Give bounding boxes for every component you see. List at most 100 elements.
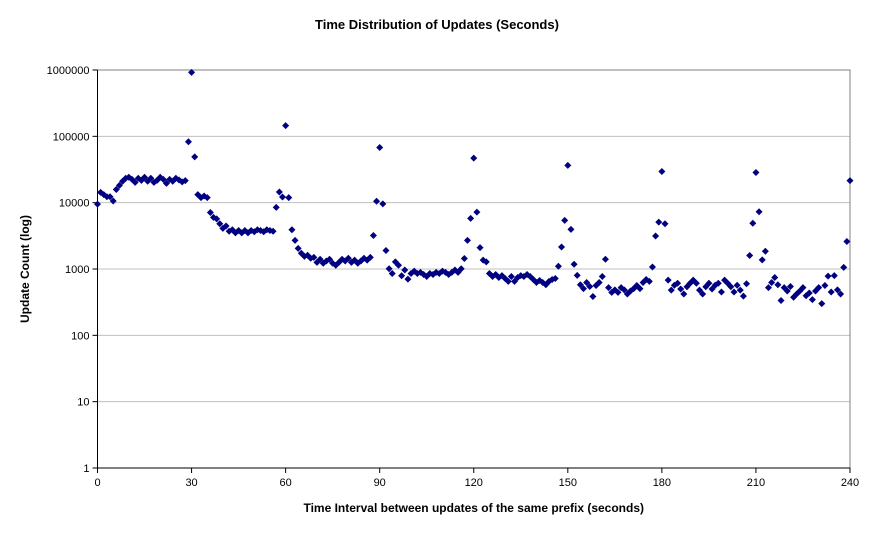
data-point <box>476 244 484 252</box>
x-tick-label-0: 0 <box>94 477 100 489</box>
x-axis-ticks: 0 30 60 90 120 150 180 210 240 <box>94 468 859 489</box>
data-point <box>664 276 672 284</box>
data-point <box>275 188 283 196</box>
data-point <box>272 203 280 211</box>
data-point <box>404 275 412 283</box>
data-point <box>344 254 352 262</box>
data-point <box>369 231 377 239</box>
data-point <box>717 288 725 296</box>
data-point <box>589 292 597 300</box>
data-point <box>840 263 848 271</box>
data-point <box>620 286 628 294</box>
y-tick-label-100000: 100000 <box>53 131 90 143</box>
data-point <box>106 193 114 201</box>
y-tick-label-1000: 1000 <box>65 264 89 276</box>
data-point <box>736 286 744 294</box>
data-point <box>805 289 813 297</box>
data-point <box>714 279 722 287</box>
data-point <box>570 260 578 268</box>
x-axis-label: Time Interval between updates of the sam… <box>303 501 644 515</box>
data-point <box>677 285 685 293</box>
data-point <box>115 181 123 189</box>
x-tick-label-30: 30 <box>185 477 197 489</box>
data-point <box>699 290 707 298</box>
data-point <box>667 286 675 294</box>
data-point <box>573 271 581 279</box>
data-point <box>837 290 845 298</box>
data-point <box>112 185 120 193</box>
data-point <box>598 273 606 281</box>
data-point <box>692 279 700 287</box>
data-point <box>294 244 302 252</box>
data-point <box>206 209 214 217</box>
x-tick-label-180: 180 <box>653 477 671 489</box>
data-point <box>109 197 117 205</box>
data-point <box>467 214 475 222</box>
data-point <box>401 266 409 274</box>
data-point <box>188 68 196 76</box>
data-point <box>648 263 656 271</box>
data-point <box>288 226 296 234</box>
data-point <box>661 220 669 228</box>
data-point <box>821 281 829 289</box>
data-point <box>222 222 230 230</box>
x-tick-label-150: 150 <box>559 477 577 489</box>
chart-title: Time Distribution of Updates (Seconds) <box>315 17 559 32</box>
data-point <box>159 175 167 183</box>
data-point <box>743 280 751 288</box>
x-tick-label-90: 90 <box>374 477 386 489</box>
data-point <box>184 138 192 146</box>
y-axis-ticks: 1 10 100 1000 10000 100000 1000000 <box>47 65 98 475</box>
data-point <box>316 255 324 263</box>
data-point <box>783 287 791 295</box>
y-tick-label-100: 100 <box>71 330 89 342</box>
data-point <box>815 284 823 292</box>
data-point <box>605 284 613 292</box>
data-point <box>674 279 682 287</box>
data-point <box>310 253 318 261</box>
x-tick-label-210: 210 <box>747 477 765 489</box>
data-point <box>761 247 769 255</box>
data-point <box>727 283 735 291</box>
data-point <box>94 200 101 208</box>
data-point <box>213 215 221 223</box>
data-point <box>567 225 575 233</box>
y-tick-label-1: 1 <box>83 463 89 475</box>
data-point <box>561 216 569 224</box>
data-point <box>463 236 471 244</box>
y-tick-label-1000000: 1000000 <box>47 65 90 77</box>
data-point <box>282 122 290 130</box>
data-point <box>768 279 776 287</box>
data-point <box>398 272 406 280</box>
data-point <box>730 288 738 296</box>
data-point <box>833 286 841 294</box>
data-point <box>554 262 562 270</box>
data-point <box>558 243 566 251</box>
data-point <box>827 288 835 296</box>
data-point <box>511 277 519 285</box>
y-tick-label-10: 10 <box>77 397 89 409</box>
data-point <box>705 279 713 287</box>
data-point <box>614 288 622 296</box>
data-point <box>752 168 760 176</box>
data-point <box>482 258 490 266</box>
data-point <box>147 174 155 182</box>
data-point <box>385 265 393 273</box>
data-point <box>824 272 832 280</box>
data-point <box>777 297 785 305</box>
data-point <box>131 178 139 186</box>
data-point <box>758 256 766 264</box>
data-point <box>645 277 653 285</box>
data-point <box>799 284 807 292</box>
data-point <box>376 143 384 151</box>
data-point <box>326 255 334 263</box>
data-point <box>830 272 838 280</box>
x-tick-label-240: 240 <box>841 477 859 489</box>
data-point <box>786 282 794 290</box>
data-point <box>460 254 468 262</box>
data-point <box>382 247 390 255</box>
data-point <box>373 197 381 205</box>
data-point <box>473 208 481 216</box>
